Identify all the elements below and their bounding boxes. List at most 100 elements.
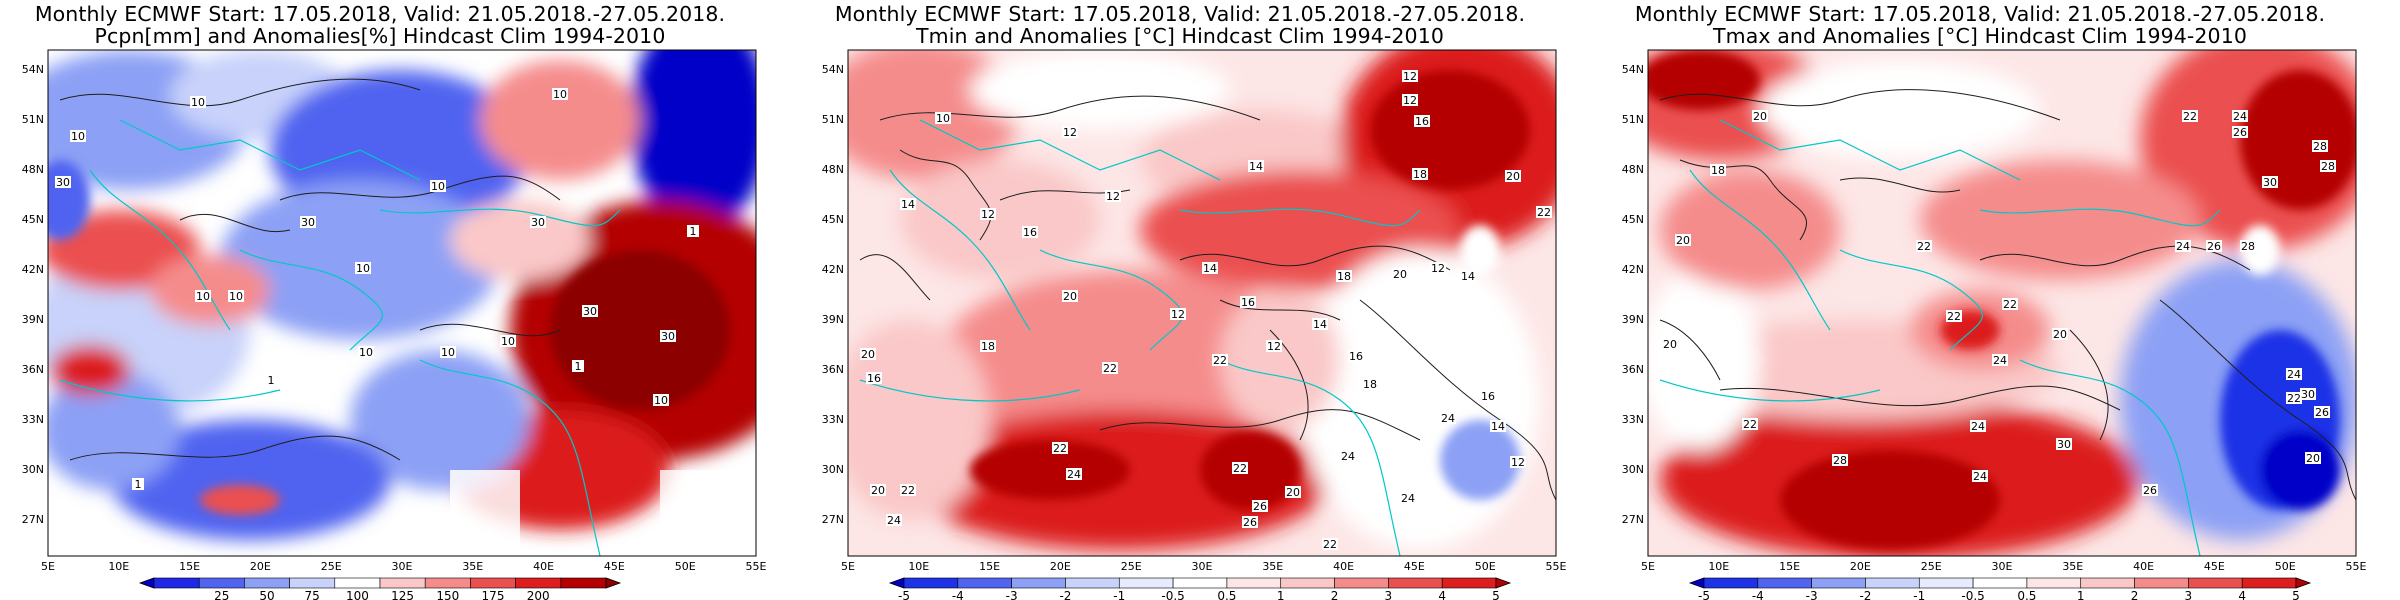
contour-label: 10 — [358, 346, 374, 359]
svg-text:1: 1 — [135, 478, 142, 491]
svg-text:10: 10 — [356, 262, 370, 275]
colorbar-tick-label: 1 — [1277, 589, 1285, 600]
colorbar-swatch — [1703, 577, 1759, 589]
lat-tick-label: 39N — [822, 313, 844, 326]
svg-text:30: 30 — [56, 176, 70, 189]
tmax-anomaly-field — [1648, 50, 2356, 556]
lon-tick-label: 30E — [392, 560, 413, 573]
svg-text:20: 20 — [871, 484, 885, 497]
lat-tick-label: 27N — [822, 513, 844, 526]
contour-label: 10 — [935, 112, 951, 125]
lat-tick-label: 48N — [822, 163, 844, 176]
colorbar-swatch — [1172, 577, 1228, 589]
lon-tick-label: 15E — [1779, 560, 1800, 573]
colorbar-swatch — [138, 577, 155, 589]
tmin-panel: Monthly ECMWF Start: 17.05.2018, Valid: … — [800, 0, 1600, 600]
contour-label: 22 — [1102, 362, 1118, 375]
lat-tick-label: 33N — [22, 413, 44, 426]
contour-label: 26 — [2206, 240, 2222, 253]
svg-text:1: 1 — [575, 360, 582, 373]
contour-label: 30 — [2056, 438, 2072, 451]
svg-text:10: 10 — [654, 394, 668, 407]
svg-text:20: 20 — [861, 348, 875, 361]
lon-tick-label: 5E — [1641, 560, 1655, 573]
lat-tick-label: 33N — [1622, 413, 1644, 426]
panel-title-line2: Tmin and Anomalies [°C] Hindcast Clim 19… — [916, 24, 1444, 48]
lat-tick-label: 51N — [822, 113, 844, 126]
contour-label: 24 — [1970, 420, 1986, 433]
colorbar-tick-label: 0.5 — [1217, 589, 1236, 600]
contour-label: 14 — [1312, 318, 1328, 331]
lon-tick-label: 35E — [1262, 560, 1283, 573]
svg-text:18: 18 — [1711, 164, 1725, 177]
svg-text:12: 12 — [1171, 308, 1185, 321]
panel-title-line1: Monthly ECMWF Start: 17.05.2018, Valid: … — [34, 2, 726, 26]
svg-text:18: 18 — [981, 340, 995, 353]
colorbar-tick-label: 150 — [436, 589, 459, 600]
tmin-anomaly-field — [848, 50, 1556, 556]
lat-tick-label: 45N — [822, 213, 844, 226]
svg-text:26: 26 — [2207, 240, 2221, 253]
contour-label: 22 — [1536, 206, 1552, 219]
colorbar-swatch — [1441, 577, 1497, 589]
tmax-map: 22 20 22 24 26 28 30 18 20 22 24 26 28 2… — [1622, 49, 2367, 600]
lat-tick-label: 36N — [822, 363, 844, 376]
contour-label: 24 — [1972, 470, 1988, 483]
colorbar-tick-label: -1 — [1913, 589, 1925, 600]
colorbar-swatch — [334, 577, 381, 589]
colorbar-tick-label: 2 — [1331, 589, 1339, 600]
contour-label: 28 — [2240, 240, 2256, 253]
svg-text:16: 16 — [1349, 350, 1363, 363]
colorbar-tick-label: -0.5 — [1161, 589, 1184, 600]
colorbar-tick-label: -2 — [1059, 589, 1071, 600]
contour-label: 24 — [886, 514, 902, 527]
colorbar-tick-label: -1 — [1113, 589, 1125, 600]
colorbar-swatch — [289, 577, 336, 589]
svg-text:24: 24 — [1971, 420, 1985, 433]
colorbar-tick-label: 2 — [2131, 589, 2139, 600]
svg-text:28: 28 — [1833, 454, 1847, 467]
contour-label: 22 — [1916, 240, 1932, 253]
contour-label: 10 — [552, 88, 568, 101]
colorbar-swatch — [605, 577, 622, 589]
contour-label: 30 — [2262, 176, 2278, 189]
lat-tick-label: 27N — [1622, 513, 1644, 526]
svg-text:22: 22 — [1917, 240, 1931, 253]
contour-label: 20 — [1505, 170, 1521, 183]
contour-label: 12 — [1170, 308, 1186, 321]
colorbar-swatch — [379, 577, 426, 589]
colorbar-tick-label: 100 — [346, 589, 369, 600]
contour-label: 20 — [1662, 338, 1678, 351]
lon-tick-label: 35E — [2062, 560, 2083, 573]
svg-text:24: 24 — [1341, 450, 1355, 463]
colorbar-swatch — [244, 577, 290, 589]
colorbar-swatch — [2134, 577, 2189, 589]
contour-label: 30 — [55, 176, 71, 189]
colorbar-swatch — [1495, 577, 1512, 589]
contour-label: 20 — [1285, 486, 1301, 499]
colorbar-tick-label: -5 — [898, 589, 910, 600]
panel-title-line1: Monthly ECMWF Start: 17.05.2018, Valid: … — [834, 2, 1526, 26]
lon-tick-label: 30E — [1192, 560, 1213, 573]
colorbar-tick-label: 0.5 — [2017, 589, 2036, 600]
precip-lon-axis: 5E 10E 15E 20E 25E 30E 35E 40E 45E 50E 5… — [41, 560, 766, 573]
contour-label: 30 — [530, 216, 546, 229]
contour-label: 18 — [1710, 164, 1726, 177]
tmax-lon-axis: 5E 10E 15E 20E 25E 30E 35E 40E 45E 50E 5… — [1641, 560, 2366, 573]
lon-tick-label: 40E — [533, 560, 554, 573]
svg-text:22: 22 — [2183, 110, 2197, 123]
lon-tick-label: 10E — [108, 560, 129, 573]
lat-tick-label: 45N — [1622, 213, 1644, 226]
colorbar-tick-label: 75 — [305, 589, 320, 600]
contour-label: 22 — [1212, 354, 1228, 367]
svg-text:10: 10 — [229, 290, 243, 303]
precip-panel: Monthly ECMWF Start: 17.05.2018, Valid: … — [0, 0, 800, 600]
svg-text:10: 10 — [936, 112, 950, 125]
colorbar-swatch — [560, 577, 607, 589]
colorbar-tick-label: 5 — [2292, 589, 2300, 600]
contour-label: 1 — [265, 374, 277, 387]
contour-label: 30 — [660, 330, 676, 343]
colorbar-tick-label: 3 — [1385, 589, 1393, 600]
contour-label: 16 — [1414, 115, 1430, 128]
contour-label: 26 — [2142, 484, 2158, 497]
